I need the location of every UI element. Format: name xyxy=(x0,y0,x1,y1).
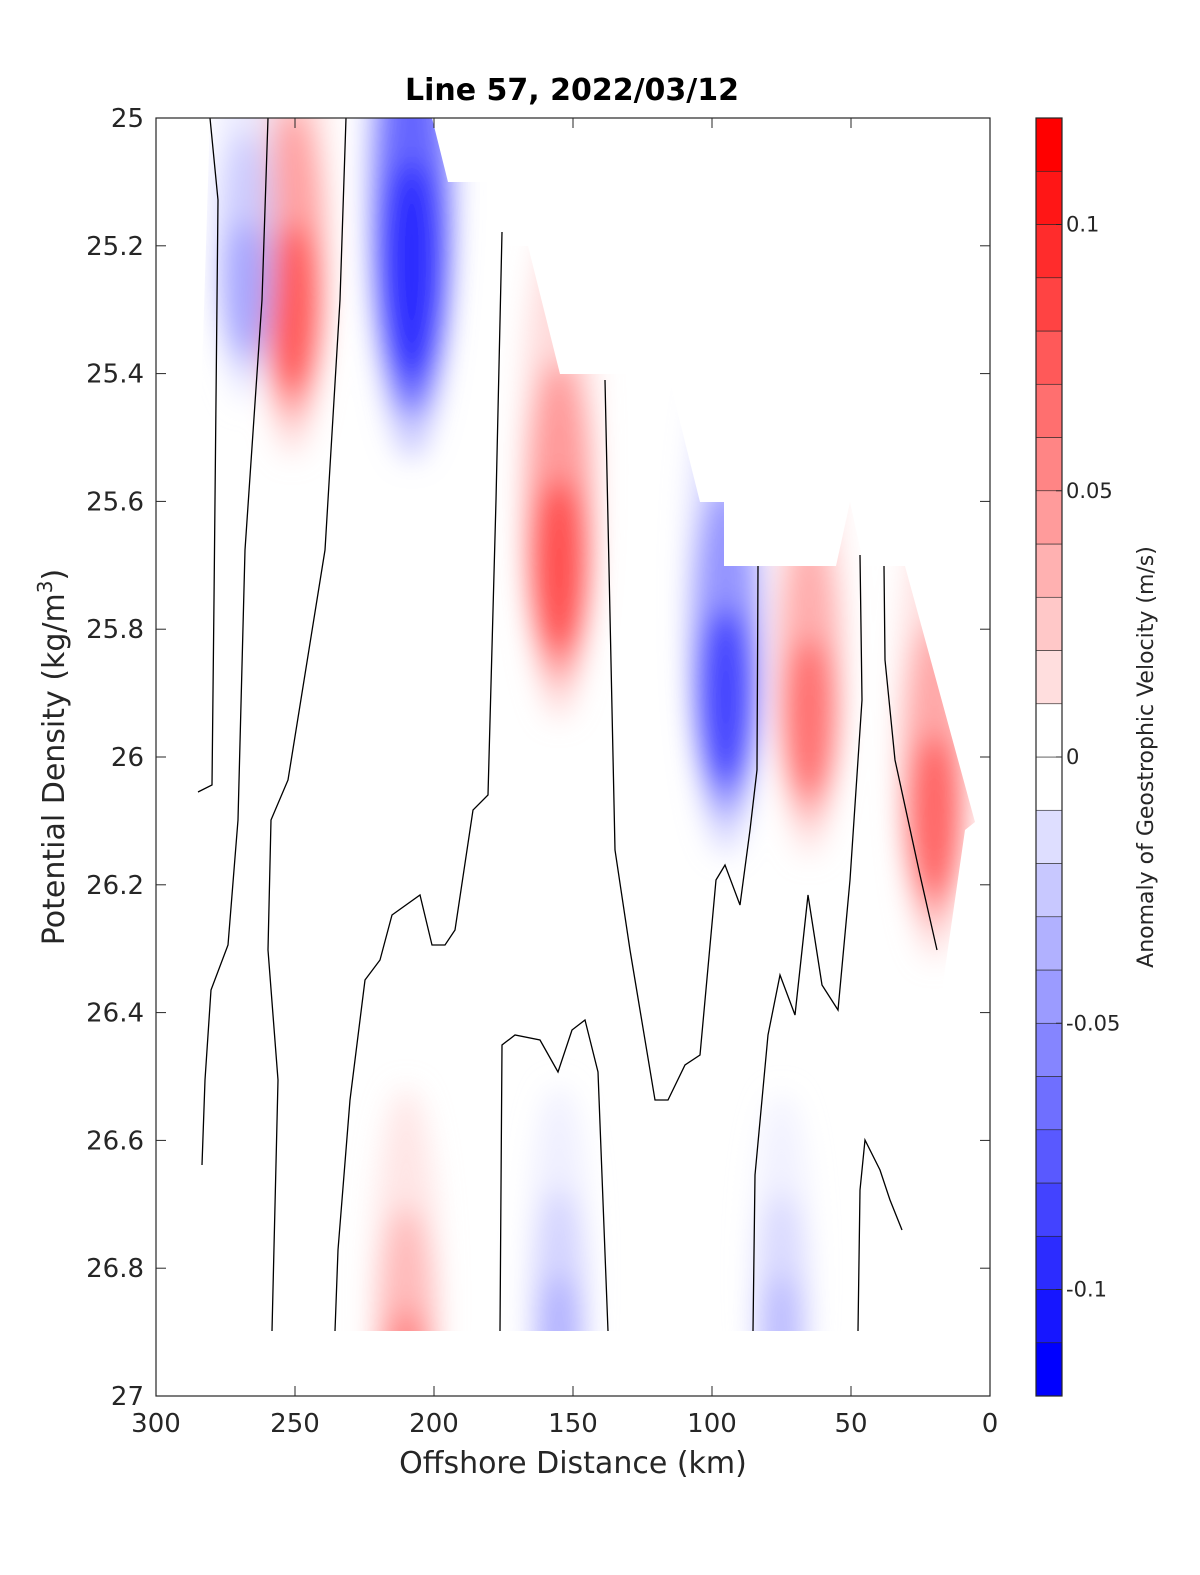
colorbar-ticks: 0.1 0.05 0 -0.05 -0.1 xyxy=(1056,213,1120,1302)
y-tick-label: 25 xyxy=(111,104,144,134)
zero-contour xyxy=(499,1018,609,1332)
velocity-core xyxy=(783,638,835,798)
velocity-core xyxy=(908,734,961,899)
x-axis-label: Offshore Distance (km) xyxy=(399,1446,747,1481)
y-axis: 25 25.2 25.4 25.6 25.8 26 26.2 26.4 26.6 26.8 27 xyxy=(86,104,990,1412)
zero-contour xyxy=(857,1137,903,1332)
velocity-core xyxy=(222,221,268,355)
y-tick-label: 26 xyxy=(111,743,144,773)
colorbar-level xyxy=(1035,1076,1063,1131)
colorbar: 0.1 0.05 0 -0.05 -0.1 Anomaly of Geostrophic… xyxy=(1035,117,1159,1397)
colorbar-level xyxy=(1035,383,1063,438)
colorbar-level xyxy=(1035,1182,1063,1237)
colorbar-level xyxy=(1035,1129,1063,1184)
colorbar-level xyxy=(1035,277,1063,332)
x-axis: 300 250 200 150 100 50 0 xyxy=(131,118,998,1439)
colorbar-level xyxy=(1035,703,1063,758)
y-tick-label: 27 xyxy=(111,1382,144,1412)
colorbar-level xyxy=(1035,596,1063,651)
colorbar-tick-label: 0.1 xyxy=(1066,213,1099,237)
colorbar-level xyxy=(1035,543,1063,598)
velocity-core xyxy=(698,607,754,788)
colorbar-level xyxy=(1035,170,1063,225)
colorbar-level xyxy=(1035,809,1063,864)
y-tick-label: 26.4 xyxy=(86,999,144,1029)
x-tick-label: 0 xyxy=(982,1409,999,1439)
colorbar-level xyxy=(1035,969,1063,1024)
velocity-core xyxy=(760,1275,803,1331)
colorbar-level xyxy=(1035,1235,1063,1290)
zero-contour xyxy=(604,379,759,1101)
y-tick-label: 25.2 xyxy=(86,232,144,262)
colorbar-level xyxy=(1035,756,1063,811)
chart-title: Line 57, 2022/03/12 xyxy=(405,73,739,108)
y-axis-label-superscript: 3 xyxy=(33,580,57,593)
zero-contour xyxy=(201,118,269,1166)
colorbar-level xyxy=(1035,916,1063,971)
colorbar-level xyxy=(1035,1289,1063,1344)
x-tick-label: 300 xyxy=(131,1409,181,1439)
x-tick-label: 50 xyxy=(834,1409,867,1439)
y-tick-label: 25.8 xyxy=(86,615,144,645)
x-tick-label: 100 xyxy=(687,1409,737,1439)
velocity-core xyxy=(379,162,444,380)
velocity-core xyxy=(377,1206,435,1331)
colorbar-level xyxy=(1035,224,1063,279)
colorbar-level xyxy=(1035,330,1063,385)
plot-area: 300 250 200 150 100 50 0 2525.225.425.625.8262… xyxy=(86,104,998,1439)
colorbar-levels xyxy=(1035,117,1063,1397)
colorbar-level xyxy=(1035,1342,1063,1397)
colorbar-level xyxy=(1035,650,1063,705)
x-tick-label: 150 xyxy=(548,1409,598,1439)
y-tick-label: 25.6 xyxy=(86,487,144,517)
zero-contour xyxy=(752,554,863,1332)
colorbar-level xyxy=(1035,490,1063,545)
colorbar-level xyxy=(1035,863,1063,918)
zero-contour xyxy=(334,231,503,1332)
velocity-core xyxy=(531,479,587,655)
y-tick-label: 26.6 xyxy=(86,1126,144,1156)
colorbar-label: Anomaly of Geostrophic Velocity (m/s) xyxy=(1134,546,1159,968)
colorbar-tick-label: 0 xyxy=(1066,745,1079,769)
velocity-core xyxy=(537,1275,582,1331)
zero-contour xyxy=(267,118,347,1332)
x-tick-label: 200 xyxy=(409,1409,459,1439)
x-tick-label: 250 xyxy=(270,1409,320,1439)
colorbar-tick-label: -0.1 xyxy=(1066,1278,1107,1302)
colorbar-level xyxy=(1035,117,1063,172)
y-tick-label: 26.8 xyxy=(86,1254,144,1284)
colorbar-tick-label: 0.05 xyxy=(1066,479,1113,503)
colorbar-level xyxy=(1035,437,1063,492)
y-tick-label: 26.2 xyxy=(86,871,144,901)
colorbar-level xyxy=(1035,1022,1063,1077)
velocity-core xyxy=(265,223,319,394)
zero-contour xyxy=(883,565,938,951)
zero-contour xyxy=(197,118,219,793)
colorbar-tick-label: -0.05 xyxy=(1066,1011,1120,1035)
y-axis-label: Potential Density (kg/m3) xyxy=(33,569,72,945)
y-tick-label: 25.4 xyxy=(86,360,144,390)
zero-contours xyxy=(197,118,938,1332)
